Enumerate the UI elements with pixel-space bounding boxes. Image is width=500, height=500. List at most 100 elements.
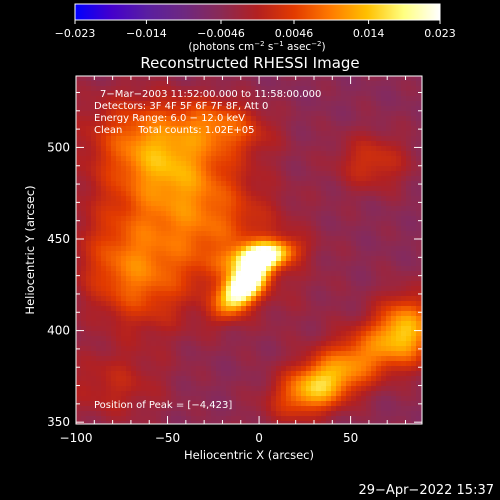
heatmap-cell	[351, 276, 357, 282]
heatmap-cell	[106, 211, 112, 217]
heatmap-cell	[361, 116, 367, 122]
heatmap-cell	[341, 291, 347, 297]
heatmap-cell	[191, 256, 197, 262]
heatmap-cell	[306, 206, 312, 212]
heatmap-cell	[116, 271, 122, 277]
heatmap-cell	[76, 131, 82, 137]
heatmap-cell	[331, 251, 337, 257]
heatmap-cell	[151, 236, 157, 242]
heatmap-cell	[396, 181, 402, 187]
heatmap-cell	[186, 296, 192, 302]
heatmap-cell	[291, 401, 297, 407]
heatmap-cell	[361, 206, 367, 212]
heatmap-cell	[371, 246, 377, 252]
heatmap-cell	[136, 181, 142, 187]
heatmap-cell	[336, 116, 342, 122]
heatmap-cell	[231, 386, 237, 392]
heatmap-cell	[356, 296, 362, 302]
heatmap-cell	[366, 86, 372, 92]
heatmap-cell	[166, 216, 172, 222]
heatmap-cell	[231, 331, 237, 337]
heatmap-cell	[131, 151, 137, 157]
heatmap-cell	[131, 401, 137, 407]
heatmap-cell	[96, 136, 102, 142]
heatmap-cell	[91, 166, 97, 172]
heatmap-cell	[251, 411, 257, 417]
heatmap-cell	[371, 346, 377, 352]
heatmap-cell	[121, 91, 127, 97]
heatmap-cell	[316, 221, 322, 227]
heatmap-cell	[91, 86, 97, 92]
heatmap-cell	[131, 191, 137, 197]
heatmap-cell	[151, 296, 157, 302]
heatmap-cell	[311, 291, 317, 297]
heatmap-cell	[166, 361, 172, 367]
heatmap-cell	[306, 271, 312, 277]
heatmap-cell	[121, 226, 127, 232]
heatmap-cell	[411, 261, 417, 267]
heatmap-cell	[371, 76, 377, 82]
heatmap-cell	[176, 126, 182, 132]
heatmap-cell	[231, 291, 237, 297]
heatmap-cell	[191, 251, 197, 257]
heatmap-cell	[371, 336, 377, 342]
heatmap-cell	[116, 261, 122, 267]
heatmap-cell	[191, 136, 197, 142]
heatmap-cell	[336, 261, 342, 267]
heatmap-cell	[401, 136, 407, 142]
heatmap-cell	[221, 126, 227, 132]
heatmap-cell	[381, 371, 387, 377]
colorbar-tick-label: −0.023	[55, 27, 96, 40]
heatmap-cell	[261, 411, 267, 417]
heatmap-cell	[386, 111, 392, 117]
heatmap-cell	[81, 406, 87, 412]
heatmap-cell	[146, 356, 152, 362]
heatmap-cell	[141, 201, 147, 207]
heatmap-cell	[346, 166, 352, 172]
heatmap-cell	[391, 351, 397, 357]
heatmap-cell	[171, 131, 177, 137]
heatmap-cell	[291, 116, 297, 122]
heatmap-cell	[231, 146, 237, 152]
heatmap-cell	[331, 126, 337, 132]
heatmap-cell	[86, 101, 92, 107]
heatmap-cell	[326, 391, 332, 397]
heatmap-cell	[221, 346, 227, 352]
heatmap-cell	[86, 331, 92, 337]
heatmap-cell	[416, 321, 422, 327]
heatmap-cell	[141, 346, 147, 352]
heatmap-cell	[411, 301, 417, 307]
heatmap-cell	[176, 331, 182, 337]
heatmap-cell	[371, 371, 377, 377]
heatmap-cell	[271, 296, 277, 302]
heatmap-cell	[326, 316, 332, 322]
heatmap-cell	[231, 86, 237, 92]
heatmap-cell	[236, 176, 242, 182]
heatmap-cell	[101, 96, 107, 102]
heatmap-cell	[106, 296, 112, 302]
heatmap-cell	[336, 321, 342, 327]
heatmap-cell	[331, 186, 337, 192]
heatmap-cell	[136, 156, 142, 162]
heatmap-cell	[241, 336, 247, 342]
heatmap-cell	[106, 311, 112, 317]
heatmap-cell	[341, 396, 347, 402]
heatmap-cell	[351, 196, 357, 202]
heatmap-cell	[381, 191, 387, 197]
heatmap-cell	[301, 346, 307, 352]
heatmap-cell	[336, 146, 342, 152]
heatmap-cell	[246, 371, 252, 377]
heatmap-cell	[151, 101, 157, 107]
heatmap-cell	[291, 251, 297, 257]
heatmap-cell	[336, 376, 342, 382]
heatmap-cell	[266, 386, 272, 392]
heatmap-cell	[146, 316, 152, 322]
heatmap-cell	[311, 211, 317, 217]
heatmap-cell	[251, 311, 257, 317]
heatmap-cell	[296, 186, 302, 192]
heatmap-cell	[381, 186, 387, 192]
heatmap-cell	[281, 96, 287, 102]
heatmap-cell	[236, 161, 242, 167]
heatmap-cell	[286, 331, 292, 337]
heatmap-cell	[271, 231, 277, 237]
